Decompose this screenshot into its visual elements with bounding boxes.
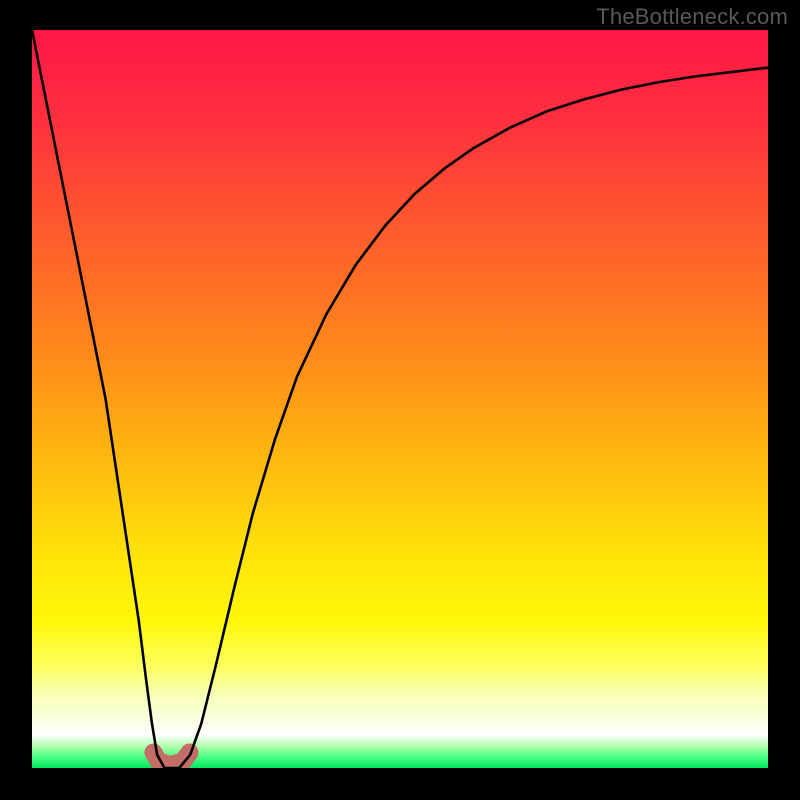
chart-root: TheBottleneck.com xyxy=(0,0,800,800)
curve-path xyxy=(32,30,768,768)
bottleneck-curve xyxy=(32,30,768,768)
plot-area xyxy=(32,30,768,768)
watermark-text: TheBottleneck.com xyxy=(596,4,788,30)
